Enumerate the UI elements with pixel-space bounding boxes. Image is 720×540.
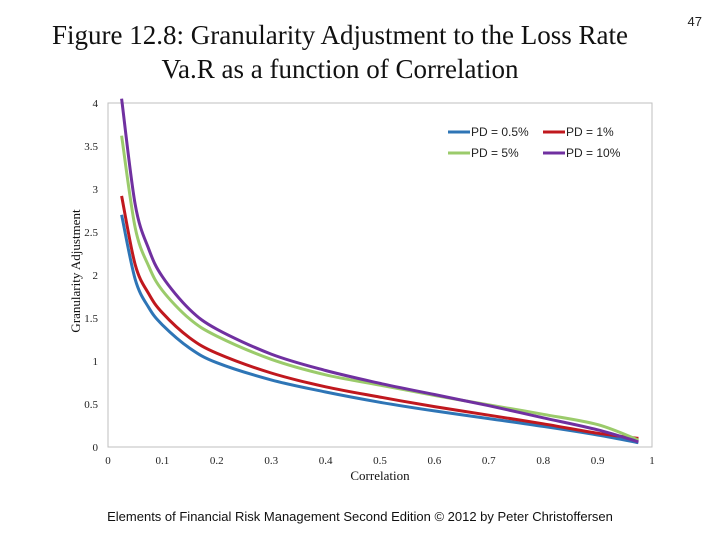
- x-tick-label: 1: [649, 455, 655, 467]
- slide-title-line-1: Figure 12.8: Granularity Adjustment to t…: [52, 20, 628, 50]
- x-axis: 0 0.1 0.2 0.3 0.4 0.5 0.6 0.7 0.8 0.9 1: [105, 455, 655, 467]
- series-lines: [120, 98, 639, 445]
- series-line: [120, 98, 639, 444]
- footer-credit: Elements of Financial Risk Management Se…: [107, 509, 613, 524]
- series-line: [120, 195, 639, 440]
- y-tick-label: 2: [93, 270, 99, 282]
- x-tick-label: 0.2: [210, 455, 224, 467]
- plot-area: [107, 102, 653, 448]
- slide-title: Figure 12.8: Granularity Adjustment to t…: [20, 18, 660, 86]
- x-tick-label: 0.4: [319, 455, 333, 467]
- x-tick-label: 0.1: [156, 455, 170, 467]
- x-tick-label: 0: [105, 455, 111, 467]
- x-tick-label: 0.9: [591, 455, 605, 467]
- y-tick-label: 1: [93, 356, 99, 368]
- page-number: 47: [687, 14, 702, 29]
- legend-label: PD = 10%: [566, 146, 621, 160]
- y-tick-label: 4: [93, 98, 99, 110]
- legend-label: PD = 5%: [471, 146, 519, 160]
- series-line: [120, 135, 639, 442]
- legend: PD = 0.5% PD = 1% PD = 5% PD = 10%: [448, 125, 621, 160]
- line-chart: 0 0.5 1 1.5 2 2.5 3 3.5 4 0 0.1 0.2 0.3 0.4 0.5 0.6 0.7…: [68, 98, 655, 483]
- y-tick-label: 3: [93, 184, 99, 196]
- y-tick-label: 0.5: [84, 399, 98, 411]
- x-tick-label: 0.6: [428, 455, 442, 467]
- x-axis-label: Correlation: [350, 468, 410, 483]
- legend-label: PD = 0.5%: [471, 125, 529, 139]
- y-axis: 0 0.5 1 1.5 2 2.5 3 3.5 4: [84, 98, 98, 454]
- y-tick-label: 1.5: [84, 313, 98, 325]
- slide-title-line-2: Va.R as a function of Correlation: [161, 54, 519, 84]
- y-axis-label: Granularity Adjustment: [68, 209, 83, 333]
- legend-label: PD = 1%: [566, 125, 614, 139]
- y-tick-label: 2.5: [84, 227, 98, 239]
- x-tick-label: 0.7: [482, 455, 496, 467]
- y-tick-label: 3.5: [84, 141, 98, 153]
- y-tick-label: 0: [93, 442, 99, 454]
- x-tick-label: 0.3: [264, 455, 278, 467]
- series-line: [120, 214, 639, 445]
- x-tick-label: 0.5: [373, 455, 387, 467]
- x-tick-label: 0.8: [536, 455, 550, 467]
